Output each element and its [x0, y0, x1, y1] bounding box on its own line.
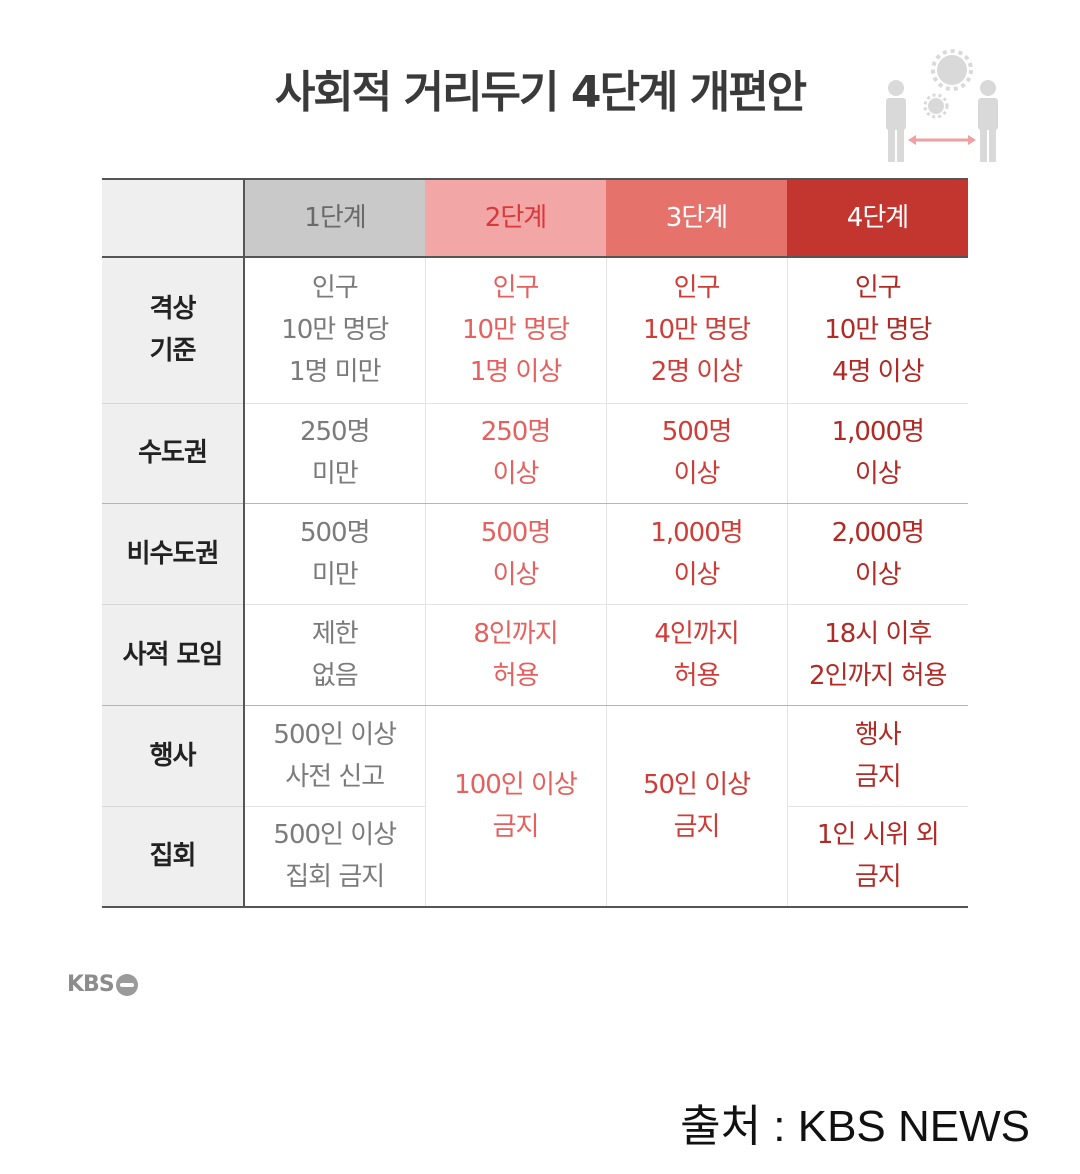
- cell: 1인 시위 외 금지: [816, 820, 940, 893]
- row-label-capital-area: 수도권: [102, 403, 245, 504]
- cell: 250명 미만: [244, 403, 426, 504]
- cell: 1,000명 이상: [606, 503, 788, 605]
- row-label-rally: 집회: [102, 806, 245, 907]
- table-row: 수도권 250명 미만 250명 이상 500명 이상 1,000명 이상: [102, 403, 968, 504]
- cell: 인구 10만 명당 1명 이상: [425, 257, 607, 404]
- cell: 100인 이상 금지: [425, 705, 607, 907]
- cell: 50인 이상 금지: [606, 705, 788, 907]
- row-label-event: 행사: [102, 705, 245, 807]
- row-label-private-gathering: 사적 모임: [102, 604, 245, 706]
- cell: 500인 이상 사전 신고: [244, 705, 426, 807]
- header-stage-1: 1단계: [244, 179, 425, 258]
- table-row: 집회 500인 이상 집회 금지 1인 시위 외 금지: [102, 806, 968, 907]
- cell: 500명 이상: [606, 403, 788, 504]
- header-stage-4: 4단계: [787, 179, 968, 258]
- kbs-logo-icon: [115, 973, 138, 996]
- kbs-logo: KBS: [67, 972, 138, 997]
- cell: 제한 없음: [244, 604, 426, 706]
- cell: 1,000명 이상: [787, 403, 968, 504]
- table-row: 격상 기준 인구 10만 명당 1명 미만 인구 10만 명당 1명 이상 인구 10만 명…: [102, 257, 968, 404]
- cell: 18시 이후 2인까지 허용: [787, 604, 968, 706]
- cell: 행사 금지: [787, 705, 968, 807]
- cell: 500명 미만: [244, 503, 426, 605]
- cell: 250명 이상: [425, 403, 607, 504]
- table-header-row: 1단계 2단계 3단계 4단계: [102, 179, 968, 258]
- cell: 500인 이상 집회 금지: [244, 806, 426, 907]
- cell: 2,000명 이상: [787, 503, 968, 605]
- header-stage-3: 3단계: [606, 179, 787, 258]
- distancing-stage-table: 1단계 2단계 3단계 4단계 격상 기준 인구 10만 명당 1명 미만 인구 10만…: [102, 178, 968, 908]
- table-row: 비수도권 500명 미만 500명 이상 1,000명 이상 2,000명 이상: [102, 503, 968, 605]
- virus-icon: [923, 49, 973, 119]
- page-title: 사회적 거리두기 4단계 개편안: [274, 67, 807, 118]
- header-stage-2: 2단계: [425, 179, 606, 258]
- table-row: 행사 500인 이상 사전 신고 100인 이상 금지 50인 이상 금지 행사 금지: [102, 705, 968, 907]
- cell: 인구 10만 명당 1명 미만: [244, 257, 426, 404]
- corner-cell: [102, 179, 245, 258]
- source-caption: 출처 : KBS NEWS: [680, 1102, 1030, 1151]
- cell: 4인까지 허용: [606, 604, 788, 706]
- cell: 인구 10만 명당 4명 이상: [787, 257, 968, 404]
- row-label-non-capital-area: 비수도권: [102, 503, 245, 605]
- cell: 8인까지 허용: [425, 604, 607, 706]
- row-label-criteria: 격상 기준: [102, 257, 245, 404]
- cell: 500명 이상: [425, 503, 607, 605]
- people-distancing-icon: [886, 49, 998, 162]
- cell: 인구 10만 명당 2명 이상: [606, 257, 788, 404]
- table-row: 사적 모임 제한 없음 8인까지 허용 4인까지 허용 18시 이후 2인까지 허용: [102, 604, 968, 706]
